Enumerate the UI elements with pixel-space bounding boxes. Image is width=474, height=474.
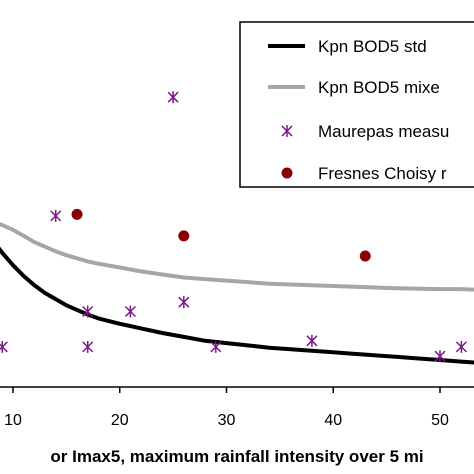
- data-point-asterisk: [82, 340, 94, 353]
- legend-label-kpn-bod5-std: Kpn BOD5 std: [318, 37, 427, 56]
- data-point-circle: [359, 250, 371, 262]
- series-line-1: [0, 222, 474, 292]
- data-point-asterisk: [82, 305, 94, 318]
- data-point-asterisk: [306, 334, 318, 347]
- data-point-circle: [178, 230, 190, 242]
- series-line-0: [0, 246, 474, 365]
- data-point-asterisk: [124, 305, 136, 318]
- data-point-asterisk: [178, 296, 190, 309]
- legend-box: [239, 21, 474, 188]
- series-layer: [0, 91, 474, 365]
- data-point-asterisk: [455, 340, 467, 353]
- x-tick-label: 10: [4, 412, 22, 429]
- data-point-asterisk: [434, 350, 446, 363]
- x-tick-layer: 10 20 30 40 50: [4, 387, 449, 429]
- legend-label-kpn-bod5-mixe: Kpn BOD5 mixe: [318, 78, 440, 97]
- data-point-circle: [71, 208, 83, 220]
- data-point-asterisk: [0, 340, 8, 353]
- legend: Kpn BOD5 std Kpn BOD5 mixe Maurepas meas…: [239, 21, 474, 188]
- legend-swatch-maurepas: [281, 125, 293, 137]
- legend-label-fresnes-choisy: Fresnes Choisy r: [318, 164, 447, 183]
- data-point-asterisk: [210, 340, 222, 353]
- legend-label-maurepas: Maurepas measu: [318, 122, 449, 141]
- x-tick-label: 30: [218, 412, 236, 429]
- legend-swatch-fresnes-choisy: [281, 167, 293, 179]
- x-axis-title: or Imax5, maximum rainfall intensity ove…: [50, 447, 423, 466]
- x-tick-label: 50: [431, 412, 449, 429]
- x-tick-label: 20: [111, 412, 129, 429]
- data-point-asterisk: [50, 209, 62, 222]
- data-point-asterisk: [167, 91, 179, 104]
- x-tick-label: 40: [324, 412, 342, 429]
